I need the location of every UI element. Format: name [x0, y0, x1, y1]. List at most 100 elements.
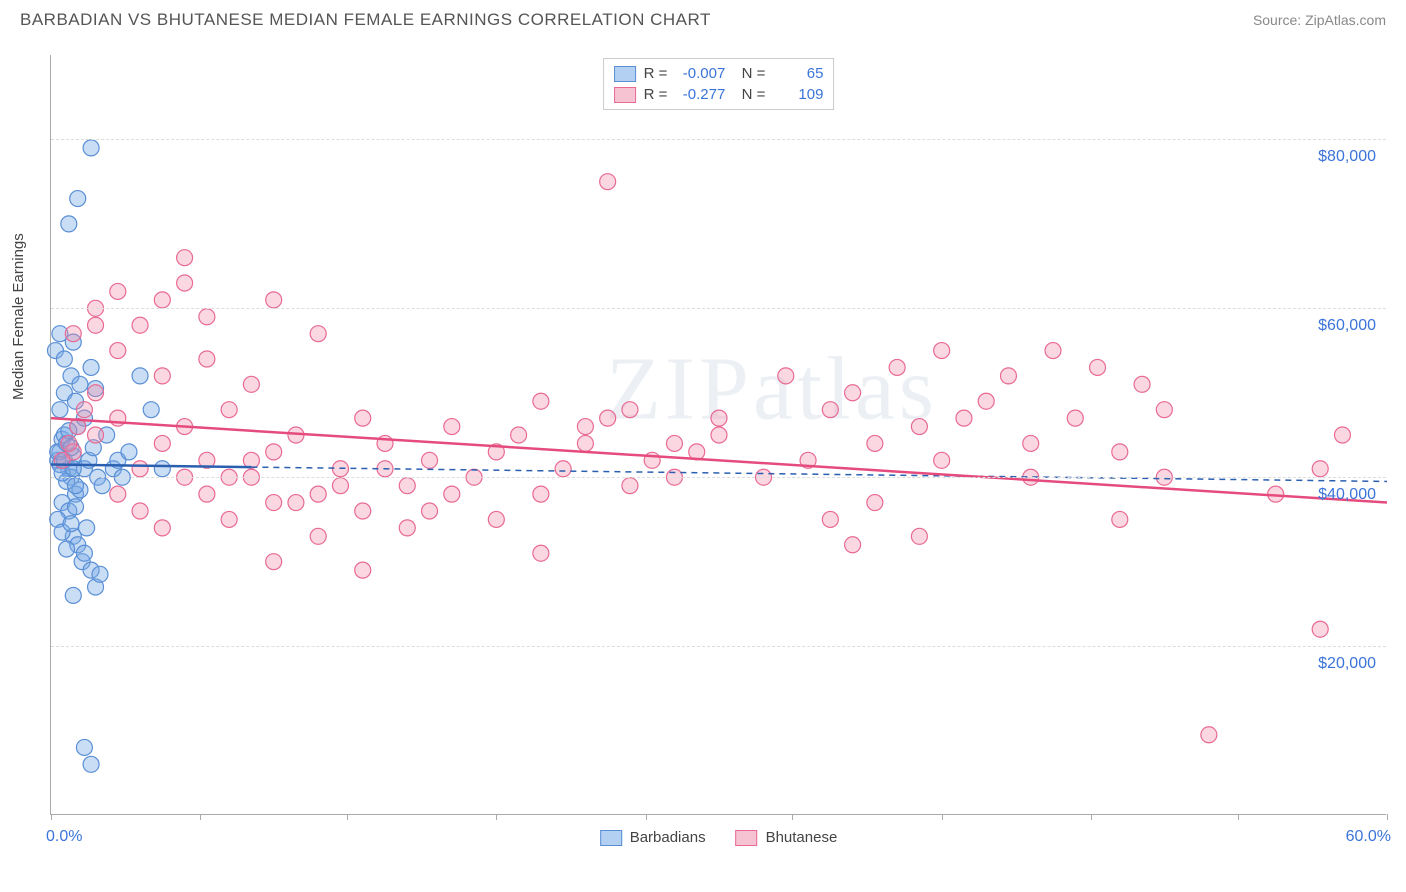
x-tick — [792, 814, 793, 820]
data-point — [845, 537, 861, 553]
source-attribution: Source: ZipAtlas.com — [1253, 12, 1386, 28]
data-point — [61, 216, 77, 232]
data-point — [154, 435, 170, 451]
y-axis-label: Median Female Earnings — [10, 233, 27, 400]
data-point — [533, 545, 549, 561]
data-point — [399, 478, 415, 494]
swatch-bhutanese-icon — [736, 830, 758, 846]
x-axis-min-label: 0.0% — [46, 828, 82, 846]
data-point — [867, 495, 883, 511]
data-point — [177, 250, 193, 266]
data-point — [83, 756, 99, 772]
data-point — [132, 368, 148, 384]
data-point — [132, 503, 148, 519]
data-point — [266, 495, 282, 511]
y-tick-label: $40,000 — [1318, 486, 1376, 504]
data-point — [110, 486, 126, 502]
x-tick — [942, 814, 943, 820]
data-point — [1334, 427, 1350, 443]
data-point — [92, 566, 108, 582]
legend-label-bhutanese: Bhutanese — [766, 829, 838, 846]
data-point — [199, 351, 215, 367]
x-tick — [347, 814, 348, 820]
legend-item-bhutanese: Bhutanese — [736, 829, 838, 846]
correlation-legend: R = -0.007 N = 65 R = -0.277 N = 109 — [603, 58, 835, 110]
data-point — [110, 283, 126, 299]
data-point — [1312, 621, 1328, 637]
data-point — [67, 499, 83, 515]
x-tick — [1091, 814, 1092, 820]
data-point — [1045, 343, 1061, 359]
data-point — [1000, 368, 1016, 384]
swatch-bhutanese — [614, 87, 636, 103]
data-point — [600, 410, 616, 426]
data-point — [577, 419, 593, 435]
n-value-bhutanese: 109 — [773, 86, 823, 103]
legend-row-barbadians: R = -0.007 N = 65 — [614, 63, 824, 84]
data-point — [266, 444, 282, 460]
data-point — [1067, 410, 1083, 426]
data-point — [83, 359, 99, 375]
data-point — [310, 486, 326, 502]
data-point — [1312, 461, 1328, 477]
data-point — [67, 478, 83, 494]
legend-label-barbadians: Barbadians — [630, 829, 706, 846]
data-point — [867, 435, 883, 451]
swatch-barbadians — [614, 66, 636, 82]
data-point — [61, 435, 77, 451]
x-tick — [1387, 814, 1388, 820]
data-point — [288, 495, 304, 511]
data-point — [399, 520, 415, 536]
r-label: R = — [644, 65, 668, 82]
data-point — [243, 376, 259, 392]
data-point — [121, 444, 137, 460]
data-point — [266, 554, 282, 570]
data-point — [533, 486, 549, 502]
gridline — [51, 139, 1386, 140]
data-point — [911, 528, 927, 544]
data-point — [934, 343, 950, 359]
data-point — [355, 503, 371, 519]
data-point — [778, 368, 794, 384]
data-point — [332, 478, 348, 494]
data-point — [444, 486, 460, 502]
data-point — [1023, 435, 1039, 451]
data-point — [355, 410, 371, 426]
data-point — [154, 520, 170, 536]
data-point — [444, 419, 460, 435]
data-point — [845, 385, 861, 401]
x-tick — [496, 814, 497, 820]
y-tick-label: $20,000 — [1318, 655, 1376, 673]
data-point — [422, 452, 438, 468]
y-tick-label: $80,000 — [1318, 148, 1376, 166]
data-point — [132, 317, 148, 333]
data-point — [956, 410, 972, 426]
data-point — [1112, 511, 1128, 527]
data-point — [1090, 359, 1106, 375]
r-value-bhutanese: -0.277 — [675, 86, 725, 103]
data-point — [154, 368, 170, 384]
data-point — [310, 528, 326, 544]
data-point — [822, 511, 838, 527]
data-point — [199, 309, 215, 325]
data-point — [76, 402, 92, 418]
data-point — [143, 402, 159, 418]
legend-row-bhutanese: R = -0.277 N = 109 — [614, 84, 824, 105]
data-point — [555, 461, 571, 477]
x-tick — [646, 814, 647, 820]
n-label: N = — [733, 65, 765, 82]
data-point — [88, 385, 104, 401]
data-point — [52, 402, 68, 418]
gridline — [51, 477, 1386, 478]
data-point — [56, 351, 72, 367]
trend-line-extrapolated — [251, 467, 1387, 481]
data-point — [577, 435, 593, 451]
data-point — [59, 541, 75, 557]
data-point — [622, 402, 638, 418]
y-tick-label: $60,000 — [1318, 317, 1376, 335]
data-point — [154, 292, 170, 308]
data-point — [63, 516, 79, 532]
data-point — [177, 275, 193, 291]
data-point — [711, 410, 727, 426]
x-tick — [1238, 814, 1239, 820]
